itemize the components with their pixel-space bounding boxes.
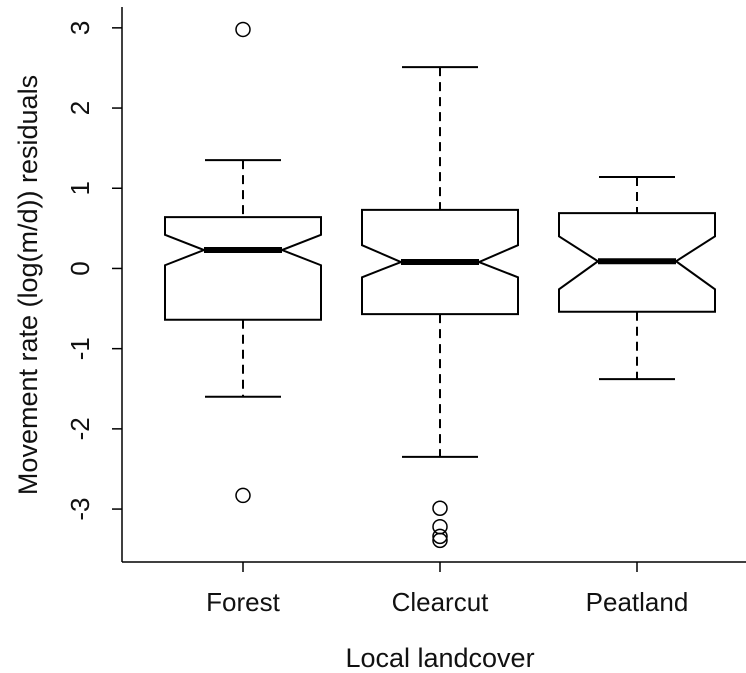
y-tick-label: 3 <box>65 21 95 35</box>
outlier <box>235 487 251 504</box>
y-tick-label: -3 <box>65 498 95 521</box>
outlier <box>432 532 448 549</box>
y-tick-label: 0 <box>65 261 95 275</box>
x-tick-label: Forest <box>206 587 280 617</box>
outlier <box>235 21 251 38</box>
y-tick-label: -1 <box>65 337 95 360</box>
y-tick-label: 2 <box>65 101 95 115</box>
y-tick-label: 1 <box>65 181 95 195</box>
y-tick-label: -2 <box>65 417 95 440</box>
y-axis-title: Movement rate (log(m/d)) residuals <box>13 75 43 495</box>
box <box>164 216 322 321</box>
outlier <box>432 528 448 545</box>
x-tick-label: Peatland <box>586 587 689 617</box>
outlier <box>432 500 448 517</box>
x-axis-title: Local landcover <box>345 643 534 673</box>
x-tick-label: Clearcut <box>392 587 490 617</box>
